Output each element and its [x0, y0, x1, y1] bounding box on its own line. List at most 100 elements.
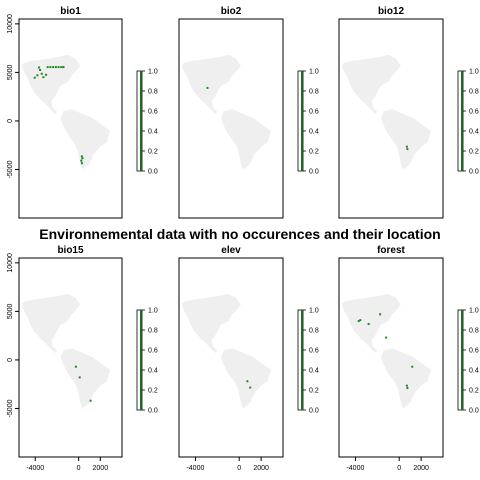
- y-tick-label: -5000: [7, 399, 14, 417]
- legend-label: 0.6: [148, 348, 158, 355]
- legend-gradient: [140, 71, 142, 171]
- panel-title: bio15: [57, 245, 84, 256]
- data-point: [80, 162, 83, 165]
- panel-bio15: bio15 -5000 0 5000 10000 -4000 0 2000 0.0 0.2 0.4 0…: [7, 245, 158, 472]
- legend-label: 0.2: [309, 388, 319, 395]
- x-tick-label: 2000: [253, 465, 269, 472]
- data-point: [40, 72, 43, 75]
- data-point: [54, 66, 57, 69]
- legend-label: 0.8: [148, 89, 158, 96]
- data-point: [46, 66, 49, 69]
- data-point: [81, 157, 84, 160]
- panel-forest: forest -4000 0 2000 0.0 0.2 0.4 0.6 0.8 1.0: [338, 245, 479, 472]
- main-title: Environnemental data with no occurences …: [39, 226, 441, 242]
- landmass-south: [221, 109, 271, 170]
- panel-bio12: bio12 0.0 0.2 0.4 0.6 0.8 1.0: [338, 6, 479, 219]
- y-tick-label: 10000: [7, 253, 14, 273]
- landmass-south: [60, 109, 111, 170]
- landmass-south: [60, 348, 111, 409]
- legend-label: 0.8: [469, 328, 479, 335]
- legend-label: 0.0: [469, 408, 479, 415]
- data-point: [89, 399, 92, 402]
- x-tick-label: 2000: [413, 465, 429, 472]
- legend-label: 1.0: [148, 308, 158, 315]
- legend-label: 0.4: [309, 368, 319, 375]
- landmass-north: [342, 293, 401, 354]
- data-point: [80, 155, 83, 158]
- legend-label: 0.0: [309, 408, 319, 415]
- data-point: [39, 69, 42, 71]
- data-point: [74, 365, 77, 368]
- legend-label: 0.8: [148, 328, 158, 335]
- panel-title: forest: [377, 245, 405, 256]
- landmass-south: [221, 348, 271, 409]
- x-tick-label: -4000: [186, 465, 204, 472]
- data-point: [357, 320, 360, 323]
- data-point: [206, 86, 209, 89]
- data-point: [80, 159, 83, 162]
- data-point: [411, 365, 414, 368]
- data-point: [38, 66, 41, 69]
- x-tick-label: 2000: [93, 465, 109, 472]
- data-point: [60, 66, 63, 69]
- legend-label: 0.0: [469, 169, 479, 176]
- legend-label: 0.4: [148, 129, 158, 136]
- landmass-south: [381, 348, 431, 409]
- legend-label: 0.0: [148, 408, 158, 415]
- y-tick-label: -5000: [7, 160, 14, 178]
- data-point: [36, 74, 39, 77]
- panel-bio1: bio1 -5000 0 5000 10000 0.0 0.2 0.4 0.6 0.8 1.0: [7, 6, 158, 219]
- landmass-north: [22, 54, 81, 115]
- legend-gradient: [461, 310, 463, 410]
- x-tick-label: 0: [397, 465, 401, 472]
- x-tick-label: 0: [77, 465, 81, 472]
- legend-label: 1.0: [148, 69, 158, 76]
- y-tick-label: 5000: [7, 65, 14, 81]
- legend-gradient: [461, 71, 463, 171]
- landmass-south: [381, 109, 431, 170]
- data-point: [379, 313, 382, 316]
- legend-label: 0.2: [148, 388, 158, 395]
- data-point: [52, 66, 55, 69]
- y-tick-label: 10000: [7, 14, 14, 34]
- legend-label: 1.0: [469, 308, 479, 315]
- legend-label: 0.6: [148, 109, 158, 116]
- legend-gradient: [140, 310, 142, 410]
- data-point: [359, 319, 362, 322]
- legend-label: 1.0: [309, 308, 319, 315]
- landmass-north: [182, 293, 241, 354]
- data-point: [385, 336, 388, 339]
- landmass-north: [182, 54, 241, 115]
- legend-label: 0.6: [469, 348, 479, 355]
- data-point: [45, 73, 48, 76]
- y-tick-label: 0: [7, 358, 14, 362]
- legend-label: 1.0: [309, 69, 319, 76]
- x-tick-label: 0: [237, 465, 241, 472]
- legend-label: 0.2: [309, 149, 319, 156]
- legend-label: 0.0: [309, 169, 319, 176]
- data-point: [57, 66, 60, 69]
- data-point: [62, 66, 65, 69]
- panel-title: bio2: [221, 6, 242, 17]
- legend-label: 0.2: [148, 149, 158, 156]
- data-point: [367, 323, 370, 325]
- panel-elev: elev -4000 0 2000 0.0 0.2 0.4 0.6 0.8 1.0: [178, 245, 319, 472]
- legend-label: 0.2: [469, 149, 479, 156]
- data-point: [249, 386, 252, 389]
- legend-label: 0.8: [309, 89, 319, 96]
- legend-label: 0.8: [309, 328, 319, 335]
- data-point: [405, 384, 408, 387]
- legend-label: 0.4: [469, 129, 479, 136]
- landmass-north: [22, 293, 81, 354]
- legend-label: 0.4: [469, 368, 479, 375]
- legend-label: 0.6: [309, 348, 319, 355]
- data-point: [246, 380, 249, 383]
- x-tick-label: -4000: [26, 465, 44, 472]
- legend-label: 0.6: [469, 109, 479, 116]
- legend-gradient: [301, 310, 303, 410]
- panel-bio2: bio2 0.0 0.2 0.4 0.6 0.8 1.0: [178, 6, 319, 219]
- data-point: [406, 148, 409, 151]
- legend-label: 0.4: [309, 129, 319, 136]
- data-point: [406, 387, 409, 390]
